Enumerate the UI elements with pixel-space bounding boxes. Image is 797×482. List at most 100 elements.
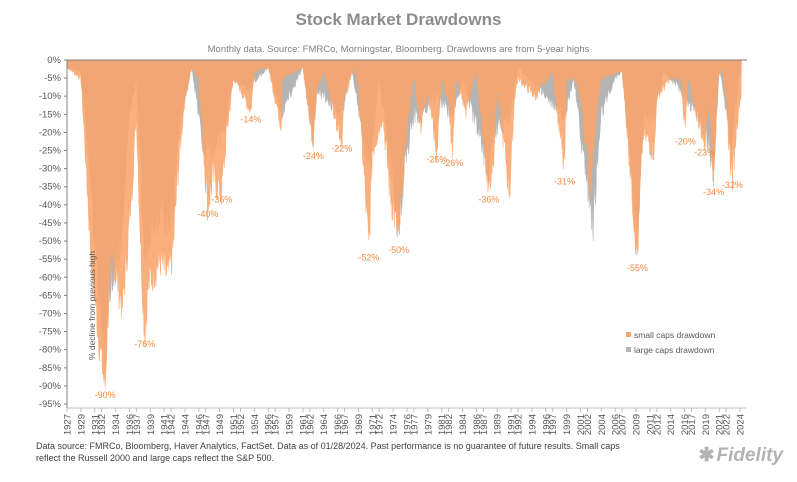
drawdown-label: -50% [388,245,409,255]
x-tick-label: 1989 [493,414,504,435]
y-tick-label: -75% [39,327,62,338]
y-tick-label: -35% [39,182,62,193]
x-tick-label: 1996 [541,414,552,435]
x-tick-label: 1967 [340,414,351,435]
y-tick-label: -25% [39,146,62,157]
x-tick-label: 1957 [271,414,282,435]
drawdown-label: -34% [703,187,724,197]
legend-entry: large caps drawdown [634,345,715,355]
x-tick-label: 1961 [298,414,309,435]
x-tick-label: 2019 [701,414,712,435]
x-tick-label: 1952 [236,414,247,435]
y-tick-label: -30% [39,164,62,175]
x-tick-label: 1994 [527,414,538,435]
x-tick-label: 1991 [507,414,518,435]
drawdown-label: -52% [358,252,379,262]
x-tick-label: 1937 [132,414,143,435]
drawdown-label: -40% [197,209,218,219]
drawdown-label: -14% [240,115,261,125]
x-tick-label: 2017 [687,414,698,435]
x-tick-label: 1964 [319,414,330,435]
x-tick-label: 2001 [576,414,587,435]
drawdown-label: -25% [426,155,447,165]
x-tick-label: 1999 [562,414,573,435]
x-tick-label: 2009 [631,414,642,435]
drawdown-label: -90% [95,390,116,400]
x-tick-label: 1977 [409,414,420,435]
y-tick-label: -10% [39,91,62,102]
x-tick-label: 2016 [680,414,691,435]
x-tick-label: 2002 [583,414,594,435]
x-tick-label: 1979 [423,414,434,435]
x-tick-label: 1987 [479,414,490,435]
x-tick-label: 2022 [722,414,733,435]
drawdown-label: -22% [331,144,352,154]
x-tick-label: 1982 [444,414,455,435]
x-tick-label: 1986 [472,414,483,435]
x-tick-label: 1942 [167,414,178,435]
legend-entry: small caps drawdown [634,330,716,340]
fidelity-logo-icon: ✱ [698,445,715,466]
footnote: Data source: FMRCo, Bloomberg, Haver Ana… [36,441,620,463]
x-tick-label: 2024 [736,414,747,435]
logo-text: Fidelity [716,445,783,466]
brand-logo: ✱ Fidelity [699,444,783,467]
x-tick-label: 1944 [180,414,191,435]
y-tick-label: -15% [39,109,62,120]
y-tick-label: -60% [39,272,62,283]
x-tick-label: 1969 [354,414,365,435]
x-tick-label: 1951 [229,414,240,435]
drawdown-label: -32% [722,180,743,190]
x-tick-label: 1962 [305,414,316,435]
y-axis-label: % decline from previous high [87,251,97,360]
x-tick-label: 1927 [63,414,74,435]
x-tick-label: 2007 [618,414,629,435]
x-tick-label: 1949 [215,414,226,435]
drawdown-label: -24% [303,151,324,161]
x-tick-label: 2006 [611,414,622,435]
y-tick-label: -85% [39,363,62,374]
x-tick-label: 1981 [437,414,448,435]
y-tick-label: -80% [39,345,62,356]
chart-subtitle: Monthly data. Source: FMRCo, Morningstar… [207,44,590,55]
x-tick-label: 2012 [652,414,663,435]
x-tick-label: 2011 [645,414,656,434]
x-tick-label: 1966 [333,414,344,435]
x-tick-label: 1984 [458,414,469,435]
x-tick-label: 2004 [597,414,608,435]
y-tick-label: -90% [39,381,62,392]
x-tick-label: 1929 [76,414,87,435]
x-tick-label: 1976 [403,414,414,435]
y-tick-label: -95% [39,399,62,410]
drawdown-label: -26% [442,158,463,168]
x-tick-label: 1939 [146,414,157,435]
x-tick-label: 1947 [201,414,212,435]
x-tick-label: 1971 [368,414,379,435]
y-tick-label: -50% [39,236,62,247]
chart-title: Stock Market Drawdowns [295,10,502,29]
x-tick-label: 1972 [375,414,386,435]
x-tick-label: 1934 [111,414,122,435]
y-tick-label: -20% [39,127,62,138]
drawdown-label: -36% [478,194,499,204]
legend-swatch [626,332,631,337]
drawdown-label: -20% [675,136,696,146]
small-caps-drawdown-area [67,60,742,389]
x-tick-label: 2014 [666,414,677,435]
x-tick-label: 1954 [250,414,261,435]
y-tick-label: 0% [47,55,61,66]
drawdown-chart: 0% -5% -10% -15% -20% -25% -30% -35% -40% -45% -50… [39,55,747,435]
x-tick-label: 1941 [160,414,171,435]
x-tick-label: 1992 [514,414,525,435]
drawdown-label: -36% [211,194,232,204]
drawdown-label: -31% [554,176,575,186]
x-tick-label: 1946 [194,414,205,435]
y-tick-label: -40% [39,200,62,211]
y-tick-label: -65% [39,290,62,301]
x-tick-label: 1956 [264,414,275,435]
x-tick-label: 1959 [285,414,296,435]
x-tick-label: 1997 [548,414,559,435]
legend-swatch [626,347,631,352]
y-tick-label: -45% [39,218,62,229]
